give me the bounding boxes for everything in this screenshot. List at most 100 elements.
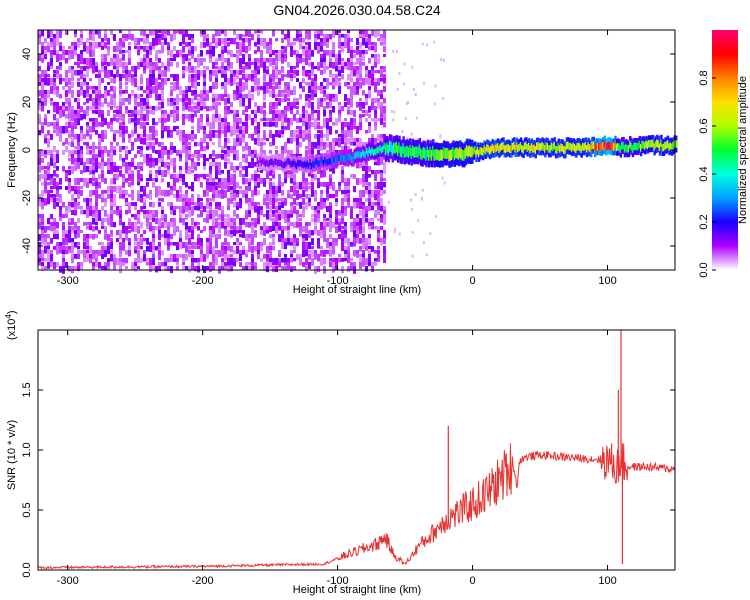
heatmap-noise-cell [104, 146, 107, 153]
heatmap-noise-cell [38, 202, 41, 207]
heatmap-noise-cell [380, 114, 383, 118]
heatmap-noise-cell [227, 58, 230, 66]
heatmap-noise-cell [113, 62, 116, 68]
heatmap-noise-cell [125, 266, 128, 269]
heatmap-noise-cell [341, 198, 344, 206]
heatmap-ridge-core [317, 160, 320, 168]
heatmap-noise-cell [215, 250, 218, 258]
heatmap-noise-cell [299, 182, 302, 190]
heatmap-speckle [414, 193, 417, 196]
heatmap-noise-cell [194, 242, 197, 250]
heatmap-noise-cell [365, 170, 368, 175]
heatmap-noise-cell [362, 206, 365, 210]
heatmap-noise-cell [47, 90, 50, 95]
heatmap-noise-cell [245, 86, 248, 90]
heatmap-noise-cell [383, 34, 386, 42]
heatmap-noise-cell [371, 138, 374, 144]
heatmap-ridge-core [392, 142, 396, 154]
heatmap-noise-cell [359, 30, 362, 38]
heatmap-noise-cell [236, 138, 239, 146]
heatmap-ridge-core [509, 145, 512, 153]
heatmap-noise-cell [113, 78, 116, 84]
heatmap-ridge-core [592, 141, 596, 149]
heatmap-ridge-core [496, 143, 500, 151]
heatmap-ridge-core [429, 146, 432, 158]
heatmap-noise-cell [212, 134, 215, 138]
heatmap-noise-cell [116, 210, 119, 216]
heatmap-noise-cell [311, 70, 314, 76]
heatmap-noise-cell [170, 218, 173, 222]
heatmap-noise-cell [68, 230, 71, 238]
heatmap-noise-cell [245, 78, 248, 85]
heatmap-noise-cell [149, 266, 152, 273]
y-tick-label: 0 [21, 147, 33, 153]
heatmap-noise-cell [350, 38, 353, 43]
heatmap-noise-cell [293, 258, 296, 262]
heatmap-noise-cell [221, 38, 224, 45]
heatmap-ridge-core [550, 142, 554, 151]
heatmap-noise-cell [257, 246, 260, 251]
heatmap-noise-cell [167, 126, 170, 132]
heatmap-noise-cell [125, 98, 128, 102]
heatmap-noise-cell [203, 226, 206, 232]
heatmap-noise-cell [224, 218, 227, 224]
heatmap-noise-cell [137, 162, 140, 167]
heatmap-noise-cell [143, 58, 146, 66]
heatmap-noise-cell [92, 102, 95, 107]
heatmap-noise-cell [242, 42, 245, 49]
heatmap-noise-cell [233, 190, 236, 194]
heatmap-noise-cell [44, 46, 47, 53]
heatmap-noise-cell [188, 154, 191, 161]
heatmap-noise-cell [362, 38, 365, 46]
heatmap-noise-cell [278, 86, 281, 90]
heatmap-noise-cell [263, 230, 266, 236]
heatmap-noise-cell [125, 258, 128, 264]
heatmap-noise-cell [80, 146, 83, 151]
heatmap-noise-cell [221, 242, 224, 249]
heatmap-noise-cell [92, 50, 95, 57]
heatmap-noise-cell [47, 122, 50, 127]
heatmap-noise-cell [296, 202, 299, 206]
heatmap-noise-cell [293, 98, 296, 104]
heatmap-noise-cell [260, 86, 263, 91]
heatmap-noise-cell [344, 94, 347, 102]
heatmap-noise-cell [269, 110, 272, 115]
heatmap-noise-cell [299, 134, 302, 139]
heatmap-noise-cell [338, 30, 341, 34]
heatmap-ridge-core [355, 152, 358, 159]
heatmap-noise-cell [374, 182, 377, 187]
heatmap-noise-cell [248, 74, 251, 81]
heatmap-noise-cell [350, 174, 353, 179]
heatmap-noise-cell [206, 238, 209, 244]
heatmap-noise-cell [335, 238, 338, 246]
heatmap-noise-cell [158, 86, 161, 90]
heatmap-noise-cell [227, 206, 230, 211]
heatmap-noise-cell [179, 130, 182, 138]
heatmap-noise-cell [344, 142, 347, 148]
heatmap-ridge-core [652, 139, 655, 148]
heatmap-noise-cell [56, 110, 59, 114]
heatmap-noise-cell [347, 62, 350, 70]
heatmap-noise-cell [62, 126, 65, 134]
heatmap-noise-cell [188, 74, 191, 78]
heatmap-noise-cell [218, 206, 221, 211]
heatmap-noise-cell [98, 110, 101, 118]
heatmap-noise-cell [347, 178, 350, 182]
heatmap-noise-cell [98, 74, 101, 82]
heatmap-noise-cell [38, 194, 41, 199]
heatmap-noise-cell [116, 46, 119, 52]
heatmap-noise-cell [149, 30, 152, 36]
heatmap-noise-cell [80, 178, 83, 183]
heatmap-noise-cell [290, 102, 293, 108]
heatmap-noise-cell [101, 190, 104, 198]
heatmap-noise-cell [158, 166, 161, 174]
heatmap-noise-cell [314, 42, 317, 50]
heatmap-noise-cell [44, 198, 47, 205]
heatmap-noise-cell [101, 166, 104, 170]
heatmap-noise-cell [104, 234, 107, 240]
heatmap-noise-cell [155, 150, 158, 154]
heatmap-noise-cell [218, 118, 221, 122]
heatmap-noise-cell [158, 150, 161, 157]
heatmap-noise-cell [113, 130, 116, 136]
heatmap-noise-cell [347, 66, 350, 71]
